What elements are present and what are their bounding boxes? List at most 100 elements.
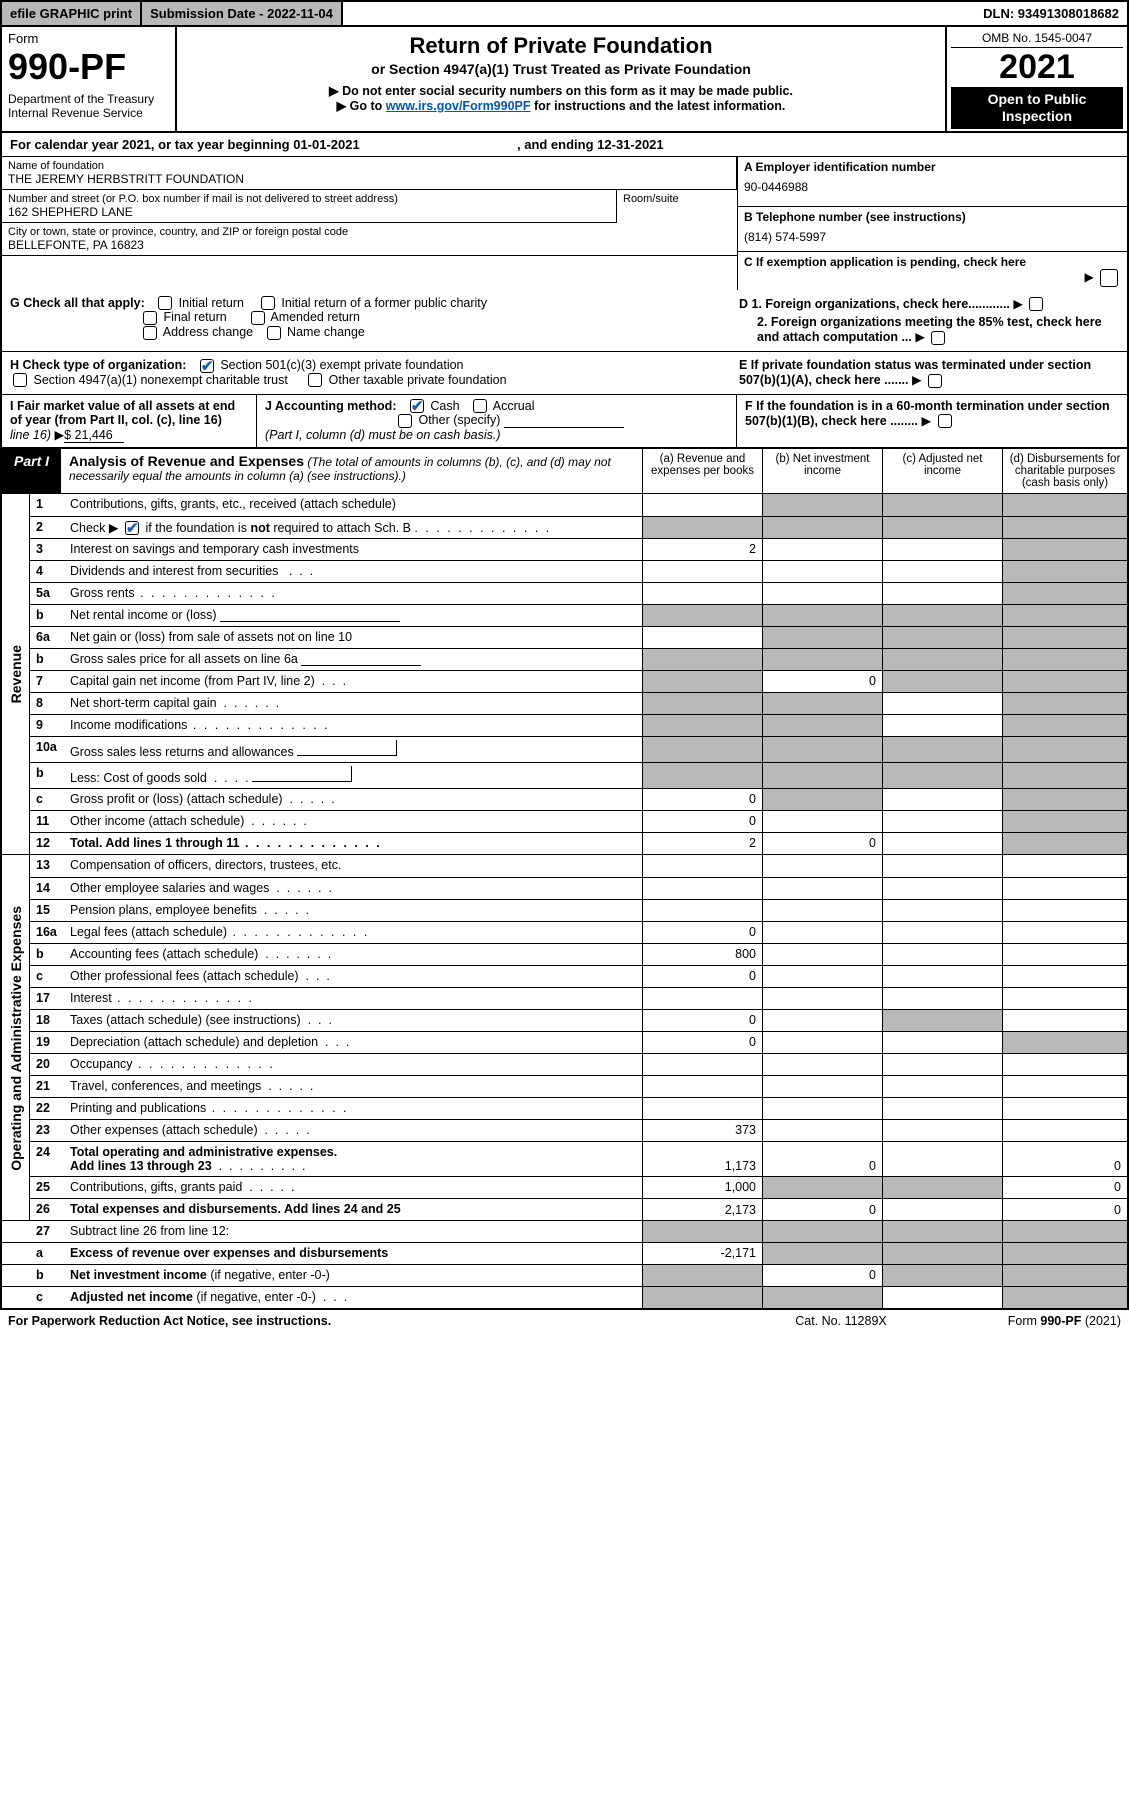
room-label: Room/suite <box>623 193 731 205</box>
j-other-checkbox[interactable] <box>398 414 412 428</box>
r23-a: 373 <box>642 1120 762 1141</box>
g3: Final return <box>163 310 226 324</box>
cal-pre: For calendar year 2021, or tax year begi… <box>10 137 360 152</box>
fmv-value: $ 21,446 <box>64 428 124 443</box>
row-5b: bNet rental income or (loss) <box>30 604 1127 626</box>
f-checkbox[interactable] <box>938 414 952 428</box>
row-5a: 5aGross rents <box>30 582 1127 604</box>
r12-a: 2 <box>642 833 762 854</box>
row-27: 27Subtract line 26 from line 12: <box>2 1220 1127 1242</box>
expenses-label: Operating and Administrative Expenses <box>6 898 26 1179</box>
j-cash-checkbox[interactable] <box>410 399 424 413</box>
r10a-desc: Gross sales less returns and allowances <box>70 745 294 759</box>
row-10c: cGross profit or (loss) (attach schedule… <box>30 788 1127 810</box>
g-name-checkbox[interactable] <box>267 326 281 340</box>
g-label: G Check all that apply: <box>10 296 145 310</box>
addr-cell: Number and street (or P.O. box number if… <box>2 190 617 223</box>
row-15: 15Pension plans, employee benefits . . .… <box>30 899 1127 921</box>
header-note-2: ▶ Go to www.irs.gov/Form990PF for instru… <box>187 98 935 113</box>
j-other: Other (specify) <box>418 413 500 427</box>
expenses-sidebar: Operating and Administrative Expenses <box>2 855 30 1220</box>
r15-desc: Pension plans, employee benefits <box>70 903 257 917</box>
row-17: 17Interest <box>30 987 1127 1009</box>
header-right: OMB No. 1545-0047 2021 Open to Public In… <box>945 27 1127 131</box>
r1-desc: Contributions, gifts, grants, etc., rece… <box>70 494 642 516</box>
footer-right: Form 990-PF (2021) <box>941 1314 1121 1328</box>
c-checkbox[interactable] <box>1100 269 1118 287</box>
r2-post: if the foundation is not required to att… <box>146 521 411 535</box>
goto-pre: ▶ Go to <box>337 99 386 113</box>
addr-label: Number and street (or P.O. box number if… <box>8 193 610 205</box>
row-6b: bGross sales price for all assets on lin… <box>30 648 1127 670</box>
r23-desc: Other expenses (attach schedule) <box>70 1123 258 1137</box>
ein-label: A Employer identification number <box>744 160 1121 174</box>
foundation-name: THE JEREMY HERBSTRITT FOUNDATION <box>8 172 730 186</box>
d1-checkbox[interactable] <box>1029 297 1043 311</box>
instructions-link[interactable]: www.irs.gov/Form990PF <box>386 99 531 113</box>
street-address: 162 SHEPHERD LANE <box>8 205 610 219</box>
h-e-row: H Check type of organization: Section 50… <box>0 352 1129 395</box>
r10b-desc: Less: Cost of goods sold <box>70 771 207 785</box>
col-c-header: (c) Adjusted net income <box>882 449 1002 493</box>
header-left: Form 990-PF Department of the TreasuryIn… <box>2 27 177 131</box>
j-accrual-checkbox[interactable] <box>473 399 487 413</box>
f-label: F If the foundation is in a 60-month ter… <box>745 399 1110 428</box>
page-footer: For Paperwork Reduction Act Notice, see … <box>0 1310 1129 1332</box>
e-checkbox[interactable] <box>928 374 942 388</box>
h3: Other taxable private foundation <box>329 373 507 387</box>
h-4947-checkbox[interactable] <box>13 373 27 387</box>
row-27b: bNet investment income (if negative, ent… <box>2 1264 1127 1286</box>
part-desc: Analysis of Revenue and Expenses (The to… <box>61 449 642 493</box>
accounting-cell: J Accounting method: Cash Accrual Other … <box>257 395 737 447</box>
revenue-label: Revenue <box>6 637 26 711</box>
r21-desc: Travel, conferences, and meetings <box>70 1079 261 1093</box>
h-501c3-checkbox[interactable] <box>200 359 214 373</box>
row-27a: aExcess of revenue over expenses and dis… <box>2 1242 1127 1264</box>
r11-desc: Other income (attach schedule) <box>70 814 244 828</box>
calendar-year-row: For calendar year 2021, or tax year begi… <box>0 133 1129 157</box>
city-cell: City or town, state or province, country… <box>2 223 737 256</box>
g-d-row: G Check all that apply: Initial return I… <box>0 290 1129 352</box>
r11-a: 0 <box>642 811 762 832</box>
row-16a: 16aLegal fees (attach schedule) 0 <box>30 921 1127 943</box>
analysis-table: Revenue 1Contributions, gifts, grants, e… <box>0 494 1129 1311</box>
g-final-checkbox[interactable] <box>143 311 157 325</box>
row-24: 24Total operating and administrative exp… <box>30 1141 1127 1176</box>
i-j-f-row: I Fair market value of all assets at end… <box>0 395 1129 449</box>
row-26: 26Total expenses and disbursements. Add … <box>30 1198 1127 1220</box>
footer-left: For Paperwork Reduction Act Notice, see … <box>8 1314 741 1328</box>
r2-checkbox[interactable] <box>125 521 139 535</box>
g-address-checkbox[interactable] <box>143 326 157 340</box>
g1: Initial return <box>179 296 244 310</box>
g-amended-checkbox[interactable] <box>251 311 265 325</box>
g-initial-checkbox[interactable] <box>158 296 172 310</box>
goto-post: for instructions and the latest informat… <box>531 99 786 113</box>
col-a-header: (a) Revenue and expenses per books <box>642 449 762 493</box>
g-former-checkbox[interactable] <box>261 296 275 310</box>
row-7: 7Capital gain net income (from Part IV, … <box>30 670 1127 692</box>
row-10a: 10aGross sales less returns and allowanc… <box>30 736 1127 762</box>
row-21: 21Travel, conferences, and meetings . . … <box>30 1075 1127 1097</box>
h-other-checkbox[interactable] <box>308 373 322 387</box>
r19-desc: Depreciation (attach schedule) and deple… <box>70 1035 318 1049</box>
d2-checkbox[interactable] <box>931 331 945 345</box>
d2-label: 2. Foreign organizations meeting the 85%… <box>757 315 1102 344</box>
r27a-a: -2,171 <box>642 1243 762 1264</box>
g6: Name change <box>287 325 365 339</box>
r6b-desc: Gross sales price for all assets on line… <box>70 652 298 666</box>
row-19: 19Depreciation (attach schedule) and dep… <box>30 1031 1127 1053</box>
row-25: 25Contributions, gifts, grants paid . . … <box>30 1176 1127 1198</box>
r12-desc: Total. Add lines 1 through 11 <box>70 836 239 850</box>
row-16b: bAccounting fees (attach schedule) . . .… <box>30 943 1127 965</box>
tel-label: B Telephone number (see instructions) <box>744 210 1121 224</box>
cal-mid: , and ending 12-31-2021 <box>517 137 664 152</box>
r5a-desc: Gross rents <box>70 586 135 600</box>
ein-value: 90-0446988 <box>744 180 1121 194</box>
footer-mid: Cat. No. 11289X <box>741 1314 941 1328</box>
j-label: J Accounting method: <box>265 399 396 413</box>
r7-b: 0 <box>762 671 882 692</box>
form-word: Form <box>8 31 169 46</box>
efile-label[interactable]: efile GRAPHIC print <box>2 2 142 25</box>
r2-desc: Check ▶ if the foundation is not require… <box>70 517 642 539</box>
row-20: 20Occupancy <box>30 1053 1127 1075</box>
